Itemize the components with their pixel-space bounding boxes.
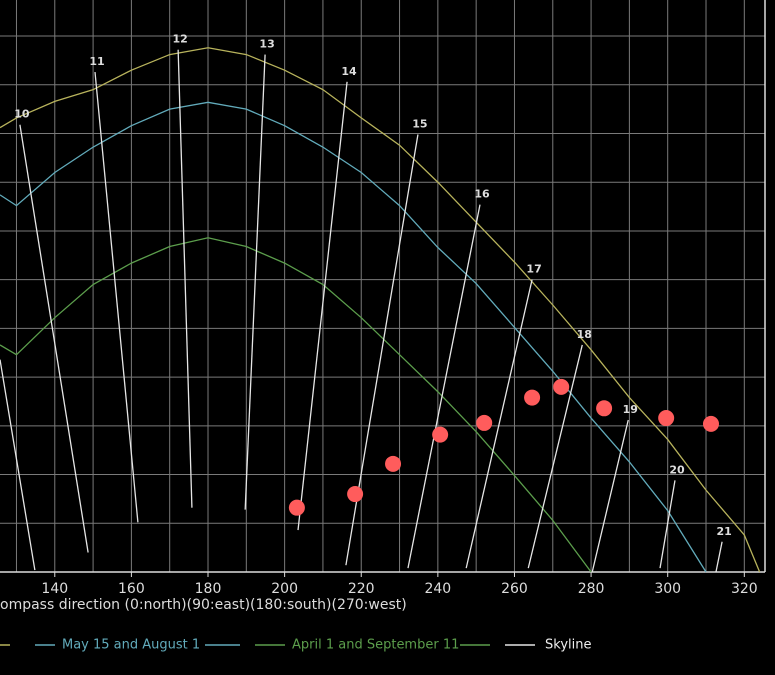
x-tick-label: 160 [118, 581, 145, 597]
hour-label: 15 [412, 117, 427, 130]
hour-line [715, 541, 723, 573]
x-tick-label: 180 [195, 581, 222, 597]
x-tick-label: 220 [348, 581, 375, 597]
x-tick-label: 280 [578, 581, 605, 597]
skyline-point [385, 455, 402, 472]
legend-label: April 1 and September 11 [292, 638, 459, 653]
hour-label: 21 [716, 525, 731, 538]
skyline-point [596, 400, 613, 417]
hour-line [244, 54, 266, 510]
hour-label: 20 [669, 463, 685, 476]
x-tick-label: 140 [41, 581, 68, 597]
hour-label: 17 [526, 263, 541, 276]
hour-line [297, 81, 348, 531]
hour-line [591, 419, 629, 573]
hour-line [465, 279, 533, 569]
skyline-point [553, 378, 570, 395]
hour-label: 16 [474, 188, 490, 201]
x-tick-label: 240 [424, 581, 451, 597]
sun-path [0, 47, 761, 573]
hour-label: 18 [577, 328, 592, 341]
hour-label: 13 [259, 38, 274, 51]
skyline-point [432, 426, 449, 443]
hour-line [177, 49, 193, 508]
hour-line [19, 124, 89, 553]
skyline-point [347, 486, 364, 503]
hour-label: 12 [172, 33, 187, 46]
skyline-point [702, 415, 719, 432]
x-tick-label: 260 [501, 581, 528, 597]
x-tick-label: 300 [654, 581, 681, 597]
hour-line [0, 359, 36, 571]
skyline-point [524, 389, 541, 406]
hour-line [94, 72, 139, 523]
x-tick-label: 320 [731, 581, 758, 597]
hour-label: 11 [89, 55, 104, 68]
skyline-point [658, 410, 675, 427]
hour-line [527, 344, 583, 569]
sun-path [0, 101, 707, 573]
hour-label: 14 [341, 65, 357, 78]
legend-label: May 15 and August 1 [62, 638, 200, 653]
skyline-point [288, 499, 305, 516]
legend-label: Skyline [545, 638, 591, 653]
sun-path [0, 237, 592, 573]
hour-label: 10 [14, 108, 30, 121]
x-tick-label: 200 [271, 581, 298, 597]
hour-line [659, 480, 676, 569]
x-axis-label: ompass direction (0:north)(90:east)(180:… [0, 597, 407, 613]
hour-line [407, 204, 481, 569]
skyline-point [476, 414, 493, 431]
hour-label: 19 [623, 403, 638, 416]
